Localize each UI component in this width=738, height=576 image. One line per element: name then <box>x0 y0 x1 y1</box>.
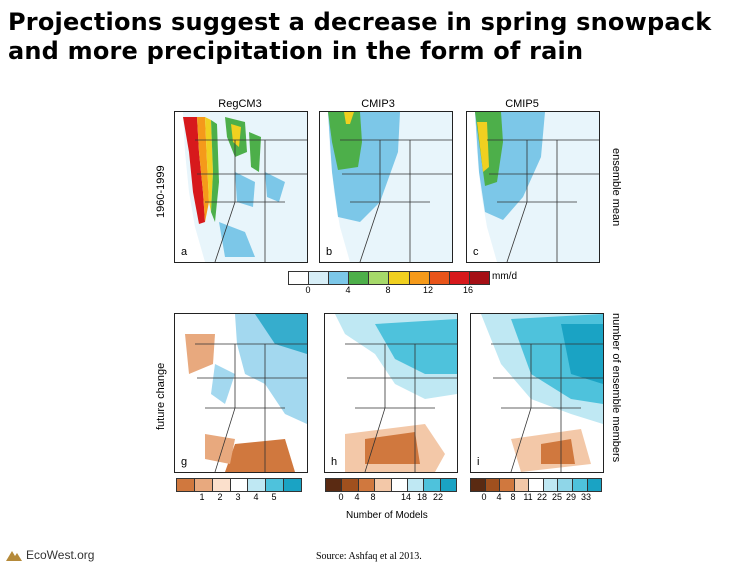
colorbar-swatch <box>543 479 559 491</box>
tick: 11 <box>523 492 533 502</box>
colorbar-swatch <box>212 479 231 491</box>
row-label-1960-1999: 1960-1999 <box>155 165 167 218</box>
row-label-ensemble-members: number of ensemble members <box>610 313 622 463</box>
colorbar-h-xlabel: Number of Models <box>346 510 428 521</box>
colorbar-swatch <box>485 479 501 491</box>
tick: 18 <box>416 492 428 502</box>
tick: 8 <box>510 492 516 502</box>
map-panel-h: h <box>324 313 458 473</box>
colorbar-swatch <box>500 479 515 491</box>
colorbar-swatch <box>587 479 602 491</box>
colorbar-swatch <box>529 479 544 491</box>
map-panel-b: b <box>319 111 453 263</box>
tick: 29 <box>565 492 577 502</box>
tick: 0 <box>481 492 487 502</box>
tick: 8 <box>385 285 391 295</box>
map-panel-a: a <box>174 111 308 263</box>
colorbar-swatch <box>369 272 390 284</box>
tick: 22 <box>432 492 444 502</box>
tick: 1 <box>199 492 205 502</box>
colorbar-swatch <box>440 479 456 491</box>
panel-label-g: g <box>181 456 188 468</box>
tick: 5 <box>271 492 277 502</box>
panel-label-i: i <box>477 456 480 468</box>
colorbar-swatch <box>391 479 408 491</box>
colorbar-swatch <box>514 479 530 491</box>
panel-label-b: b <box>326 246 333 258</box>
mountain-icon <box>6 551 22 561</box>
colorbar-swatch <box>349 272 370 284</box>
tick: 12 <box>422 285 434 295</box>
colorbar-swatch <box>230 479 249 491</box>
tick: 4 <box>496 492 502 502</box>
tick: 4 <box>253 492 259 502</box>
colorbar-swatch <box>358 479 376 491</box>
column-title-cmip5: CMIP5 <box>505 98 539 110</box>
tick: 4 <box>354 492 360 502</box>
colorbar-swatch <box>375 479 392 491</box>
map-panel-i: i <box>470 313 604 473</box>
tick: 2 <box>217 492 223 502</box>
tick: 14 <box>400 492 412 502</box>
column-title-regcm3: RegCM3 <box>218 98 262 110</box>
colorbar-unit: mm/d <box>492 271 517 282</box>
colorbar-swatch <box>309 272 330 284</box>
colorbar-swatch <box>326 479 343 491</box>
colorbar-swatch <box>284 479 302 491</box>
colorbar-swatch <box>424 479 441 491</box>
colorbar-swatch <box>266 479 285 491</box>
colorbar-swatch <box>248 479 267 491</box>
colorbar-swatch <box>407 479 425 491</box>
colorbar-swatch <box>449 272 470 284</box>
colorbar-swatch <box>329 272 350 284</box>
colorbar-swatch <box>194 479 213 491</box>
tick: 8 <box>370 492 376 502</box>
tick: 0 <box>305 285 311 295</box>
ecowest-logo[interactable]: EcoWest.org <box>6 548 94 562</box>
colorbar-swatch <box>289 272 310 284</box>
tick: 25 <box>551 492 563 502</box>
colorbar-swatch <box>177 479 195 491</box>
colorbar-swatch <box>429 272 450 284</box>
colorbar-g <box>176 478 302 492</box>
row-label-future-change: future change <box>155 362 167 430</box>
column-title-cmip3: CMIP3 <box>361 98 395 110</box>
tick: 4 <box>345 285 351 295</box>
panel-label-h: h <box>331 456 338 468</box>
colorbar-h-ticks: 0 4 8 14 18 22 <box>325 492 455 504</box>
colorbar-i-ticks: 0 4 8 11 22 25 29 33 <box>470 492 600 504</box>
source-citation: Source: Ashfaq et al 2013. <box>316 551 422 562</box>
logo-text: EcoWest.org <box>26 548 95 562</box>
tick: 22 <box>536 492 548 502</box>
colorbar-swatch <box>558 479 573 491</box>
tick: 0 <box>338 492 344 502</box>
colorbar-i <box>470 478 602 492</box>
colorbar-swatch <box>342 479 359 491</box>
panel-label-c: c <box>473 246 479 258</box>
map-panel-c: c <box>466 111 600 263</box>
row-label-ensemble-mean: ensemble mean <box>610 148 622 227</box>
colorbar-swatch <box>572 479 588 491</box>
colorbar-swatch <box>469 272 489 284</box>
map-panel-g: g <box>174 313 308 473</box>
panel-label-a: a <box>181 246 188 258</box>
tick: 33 <box>580 492 592 502</box>
colorbar-h <box>325 478 457 492</box>
colorbar-swatch <box>389 272 410 284</box>
colorbar-precipitation <box>288 271 490 285</box>
colorbar-swatch <box>409 272 430 284</box>
colorbar-precipitation-ticks: 0 4 8 12 16 <box>288 285 488 297</box>
colorbar-swatch <box>471 479 486 491</box>
colorbar-g-ticks: 1 2 3 4 5 <box>176 492 300 504</box>
slide-title: Projections suggest a decrease in spring… <box>8 8 712 65</box>
tick: 16 <box>462 285 474 295</box>
tick: 3 <box>235 492 241 502</box>
